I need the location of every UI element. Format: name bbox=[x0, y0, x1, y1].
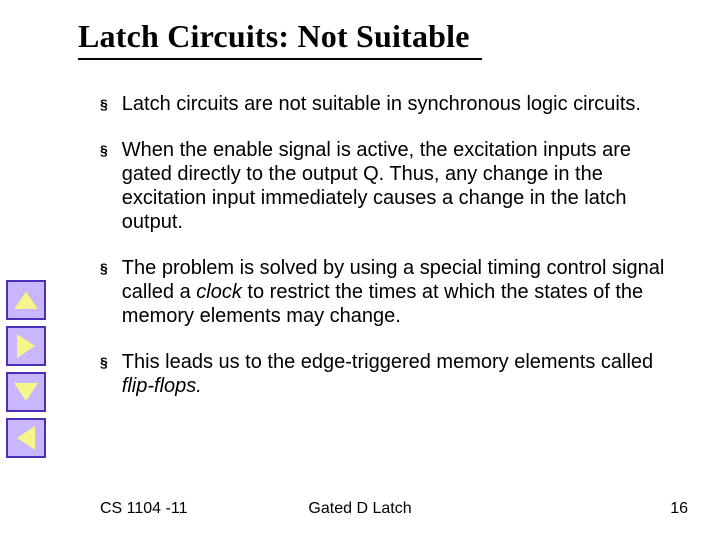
bullet-marker: § bbox=[100, 350, 108, 374]
nav-up-icon[interactable] bbox=[6, 280, 46, 320]
list-item: § This leads us to the edge-triggered me… bbox=[100, 350, 670, 398]
footer-course: CS 1104 -11 bbox=[100, 500, 187, 518]
slide-title: Latch Circuits: Not Suitable bbox=[78, 18, 470, 55]
title-underline bbox=[78, 58, 482, 60]
footer-page-number: 16 bbox=[670, 500, 688, 518]
list-item: § Latch circuits are not suitable in syn… bbox=[100, 92, 670, 116]
list-item: § When the enable signal is active, the … bbox=[100, 138, 670, 234]
bullet-text: This leads us to the edge-triggered memo… bbox=[122, 350, 670, 398]
bullet-list: § Latch circuits are not suitable in syn… bbox=[100, 92, 670, 420]
list-item: § The problem is solved by using a speci… bbox=[100, 256, 670, 328]
bullet-marker: § bbox=[100, 92, 108, 116]
nav-left-icon[interactable] bbox=[6, 418, 46, 458]
nav-down-icon[interactable] bbox=[6, 372, 46, 412]
footer-topic: Gated D Latch bbox=[308, 500, 411, 518]
bullet-marker: § bbox=[100, 256, 108, 280]
nav-decor bbox=[6, 280, 52, 464]
bullet-text: The problem is solved by using a special… bbox=[122, 256, 670, 328]
bullet-text: Latch circuits are not suitable in synch… bbox=[122, 92, 641, 116]
bullet-text: When the enable signal is active, the ex… bbox=[122, 138, 670, 234]
footer: CS 1104 -11 Gated D Latch 16 bbox=[0, 500, 720, 518]
bullet-marker: § bbox=[100, 138, 108, 162]
slide: Latch Circuits: Not Suitable § Latch cir… bbox=[0, 0, 720, 540]
nav-right-icon[interactable] bbox=[6, 326, 46, 366]
